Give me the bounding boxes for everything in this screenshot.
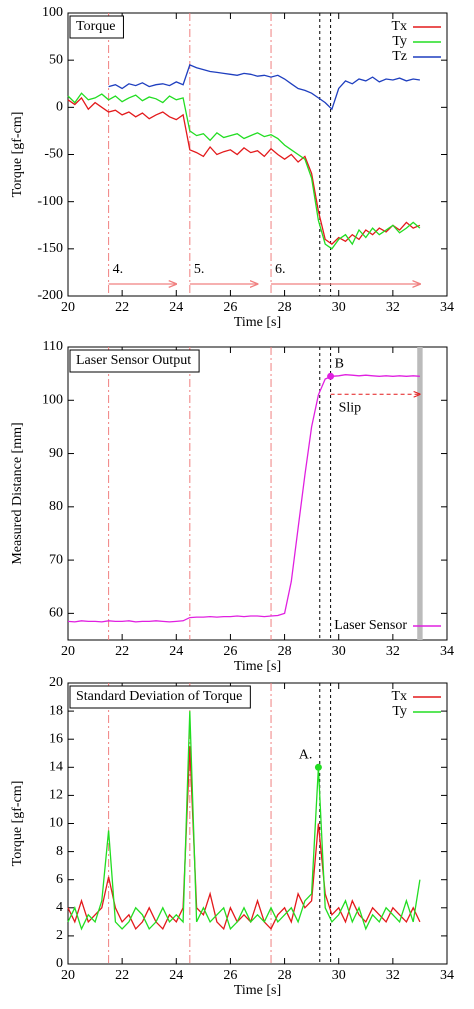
event-label: A. — [299, 748, 313, 763]
plot-area — [67, 682, 448, 965]
x-tick-label: 24 — [169, 644, 183, 659]
data-line — [67, 92, 421, 250]
panel-title-box — [69, 15, 124, 39]
y-tick-label: 4 — [56, 900, 63, 915]
x-tick-label: 28 — [278, 644, 292, 659]
event-marker — [327, 372, 335, 380]
y-tick-label: 100 — [42, 5, 63, 20]
y-tick-label: -100 — [37, 194, 63, 209]
y-tick-label: -200 — [37, 288, 63, 303]
event-label: B — [335, 357, 344, 372]
panel-title-box — [69, 349, 200, 373]
y-axis-label: Torque [gf-cm] — [10, 112, 25, 198]
y-tick-label: 6 — [56, 872, 63, 887]
data-line — [67, 96, 421, 245]
phase-label: 5. — [194, 262, 205, 277]
y-tick-label: 50 — [49, 52, 63, 67]
x-tick-label: 34 — [440, 644, 454, 659]
x-tick-label: 32 — [386, 968, 400, 983]
data-line — [67, 374, 420, 623]
legend-label: Tx — [391, 689, 407, 704]
x-tick-label: 32 — [386, 300, 400, 315]
y-tick-label: -50 — [44, 147, 63, 162]
y-axis-label: Torque [gf-cm] — [10, 781, 25, 867]
x-tick-label: 22 — [115, 644, 129, 659]
legend-label: Ty — [392, 704, 407, 719]
x-tick-label: 32 — [386, 644, 400, 659]
panel-title-box — [69, 685, 251, 709]
y-tick-label: 18 — [49, 703, 63, 718]
legend-label: Tx — [391, 19, 407, 34]
x-tick-label: 20 — [61, 968, 75, 983]
y-tick-label: 110 — [43, 339, 63, 354]
y-tick-label: 60 — [49, 606, 63, 621]
data-line — [108, 64, 420, 111]
x-tick-label: 28 — [278, 300, 292, 315]
x-tick-label: 24 — [169, 968, 183, 983]
x-tick-label: 26 — [223, 968, 237, 983]
y-tick-label: 90 — [49, 446, 63, 461]
panel-title: Torque — [76, 19, 115, 34]
x-tick-label: 22 — [115, 968, 129, 983]
x-tick-label: 22 — [115, 300, 129, 315]
plot-area — [67, 346, 448, 641]
slip-label: Slip — [339, 401, 362, 416]
y-tick-label: 8 — [56, 844, 63, 859]
y-tick-label: 10 — [49, 816, 63, 831]
panel-title: Laser Sensor Output — [76, 353, 191, 368]
y-tick-label: 70 — [49, 552, 63, 567]
phase-label: 4. — [113, 262, 124, 277]
x-tick-label: 24 — [169, 300, 183, 315]
y-tick-label: -150 — [37, 241, 63, 256]
x-axis-label: Time [s] — [234, 983, 281, 998]
x-tick-label: 26 — [223, 300, 237, 315]
phase-label: 6. — [275, 262, 286, 277]
x-axis-label: Time [s] — [234, 659, 281, 674]
x-tick-label: 28 — [278, 968, 292, 983]
y-tick-label: 2 — [56, 928, 63, 943]
x-tick-label: 30 — [332, 300, 346, 315]
legend-label: Laser Sensor — [334, 618, 407, 633]
plot-area — [67, 12, 448, 297]
panel-title: Standard Deviation of Torque — [76, 689, 242, 704]
legend-label: Ty — [392, 34, 407, 49]
y-tick-label: 16 — [49, 731, 63, 746]
x-tick-label: 20 — [61, 300, 75, 315]
y-axis-label: Measured Distance [mm] — [10, 422, 25, 564]
y-tick-label: 0 — [56, 956, 63, 971]
x-tick-label: 20 — [61, 644, 75, 659]
y-tick-label: 12 — [49, 788, 63, 803]
y-tick-label: 0 — [56, 100, 63, 115]
x-tick-label: 34 — [440, 968, 454, 983]
event-marker — [314, 763, 322, 771]
data-line — [67, 746, 421, 931]
data-line — [67, 711, 421, 931]
x-tick-label: 26 — [223, 644, 237, 659]
x-tick-label: 30 — [332, 968, 346, 983]
y-tick-label: 80 — [49, 499, 63, 514]
y-tick-label: 20 — [49, 675, 63, 690]
y-tick-label: 14 — [49, 760, 63, 775]
x-tick-label: 30 — [332, 644, 346, 659]
slip-band — [417, 347, 423, 640]
legend-label: Tz — [392, 49, 407, 64]
x-tick-label: 34 — [440, 300, 454, 315]
x-axis-label: Time [s] — [234, 315, 281, 330]
y-tick-label: 100 — [42, 392, 63, 407]
